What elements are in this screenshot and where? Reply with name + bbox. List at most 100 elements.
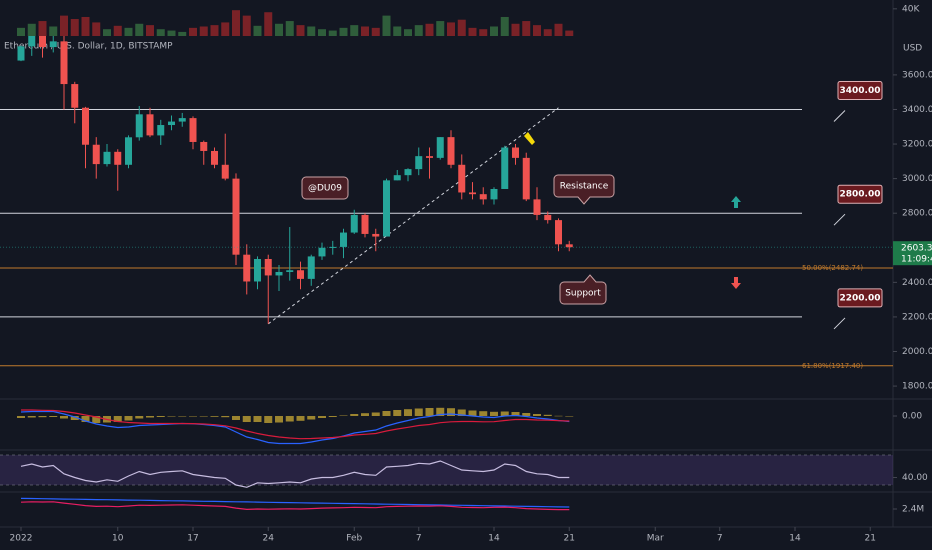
level-label: 2800.00	[840, 190, 881, 200]
candle-body	[286, 270, 294, 272]
volume-bar	[178, 31, 187, 36]
candle-body	[157, 125, 165, 136]
volume-bar	[232, 10, 240, 36]
candle-body	[221, 164, 229, 179]
macd-histogram	[146, 416, 154, 418]
y-tick-label: 2.4M	[902, 505, 924, 515]
candle-body	[297, 270, 304, 279]
volume-bar	[436, 21, 445, 36]
macd-histogram	[468, 410, 477, 416]
currency: USD	[903, 44, 922, 54]
candle-body	[168, 121, 175, 126]
series-line	[20, 410, 570, 445]
volume-bar	[221, 22, 230, 36]
volume-bar	[49, 26, 58, 36]
x-tick-label: 14	[789, 534, 801, 544]
annotation-box	[559, 274, 607, 305]
macd-histogram	[404, 409, 412, 416]
y-tick-label: 3000.00	[902, 174, 932, 184]
volume-bar	[500, 16, 509, 36]
candle-body	[114, 151, 122, 165]
candle-body	[436, 137, 444, 158]
level-pointer	[833, 213, 846, 226]
series-line	[20, 501, 570, 511]
macd-histogram	[307, 416, 316, 420]
annotation-box	[553, 174, 615, 205]
volume-bar	[253, 25, 262, 36]
volume-bar	[156, 29, 165, 36]
candle-body	[39, 35, 46, 48]
candle-body	[340, 232, 347, 247]
annotation-text: Support	[565, 289, 601, 299]
candle-body	[479, 194, 487, 200]
macd-histogram	[457, 409, 466, 416]
candle-body	[60, 41, 68, 85]
macd-histogram	[242, 416, 251, 422]
volume-bar	[447, 22, 455, 36]
macd-histogram	[60, 416, 68, 419]
x-tick-label: 17	[187, 534, 198, 544]
candle-body	[82, 107, 89, 145]
level-box	[837, 288, 883, 308]
candle-body	[393, 175, 401, 181]
volume-bar	[371, 27, 380, 36]
y-tick-label: 2400.00	[902, 278, 932, 288]
volume-bar	[296, 25, 305, 36]
volume-bar	[318, 29, 326, 36]
macd-histogram	[81, 416, 90, 422]
macd-histogram	[210, 416, 219, 417]
candle-body	[275, 271, 283, 276]
y-tick-label: 1800.00	[902, 382, 932, 392]
candle-body	[189, 118, 197, 142]
macd-histogram	[479, 411, 488, 416]
fib-label: 50.00%(2482.74)	[802, 264, 863, 272]
annotation: Support	[559, 274, 607, 305]
pane-separators	[0, 0, 932, 528]
macd-histogram	[382, 411, 391, 416]
volume-bar	[135, 23, 144, 36]
macd-histogram	[38, 416, 47, 418]
volume-bar	[17, 27, 25, 36]
macd-histogram	[253, 416, 262, 422]
candle-body	[125, 137, 132, 165]
volume-bar	[146, 25, 154, 36]
volume-bar	[70, 19, 79, 36]
volume-bar	[339, 27, 348, 36]
macd-histogram	[511, 412, 520, 416]
macd-histogram	[371, 412, 380, 416]
candle-body	[458, 164, 466, 193]
macd-histogram	[135, 416, 144, 419]
band	[0, 455, 893, 486]
series-line	[20, 460, 570, 488]
x-tick-label: 24	[263, 534, 275, 544]
candle-body	[243, 254, 251, 282]
last-price-tag	[893, 241, 932, 266]
macd-histogram	[156, 416, 165, 417]
volume-bar	[533, 25, 541, 36]
volume-bar	[210, 25, 219, 36]
annotation-box	[301, 176, 349, 200]
level-box	[837, 80, 883, 100]
candle-body	[307, 256, 315, 279]
volume-bar	[361, 26, 369, 36]
candle-body	[383, 180, 390, 237]
y-tick-label: 2000.00	[902, 347, 932, 357]
volume-bar	[522, 21, 531, 36]
y-tick-label: 3400.00	[902, 105, 932, 115]
volume-bar	[113, 25, 122, 36]
macd-histogram	[167, 416, 176, 417]
annotation-text: Resistance	[560, 182, 609, 192]
candle-body	[361, 214, 369, 234]
volume-bar	[124, 27, 133, 36]
volume-bar	[92, 22, 101, 36]
candle-body	[350, 214, 358, 233]
macd-histogram	[318, 416, 326, 418]
volume-bar	[81, 16, 90, 36]
annotation-text: @DU09	[308, 184, 342, 194]
macd-histogram	[199, 416, 208, 417]
candle-body	[544, 214, 552, 221]
candle-body	[329, 246, 337, 248]
candle-body	[17, 46, 25, 61]
